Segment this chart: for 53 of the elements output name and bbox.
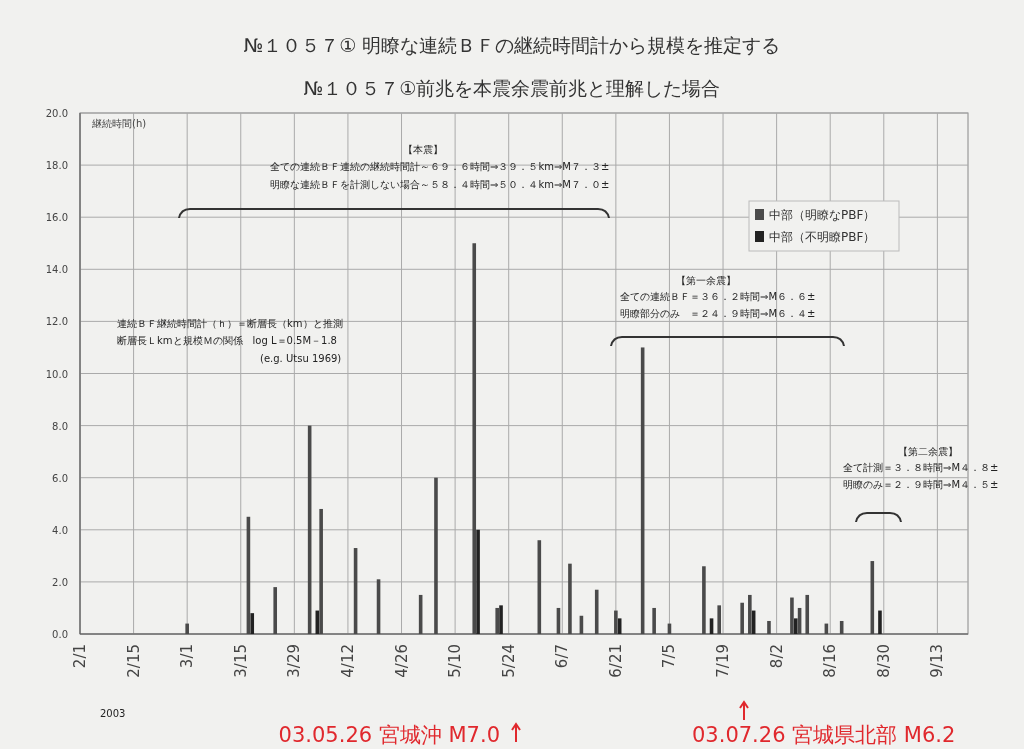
chart-subtitle: №１０５７①前兆を本震余震前兆と理解した場合 bbox=[303, 77, 721, 99]
x-tick-label: 3/15 bbox=[231, 644, 250, 678]
text: 03.07.26 宮城県北部 M6.2 bbox=[692, 723, 956, 747]
y-tick-label: 20.0 bbox=[45, 108, 68, 119]
x-tick-label: 7/19 bbox=[714, 644, 733, 678]
annotation: 全ての連続ＢＦ＝３６．２時間⇒M６．６± bbox=[620, 291, 816, 302]
y-tick-label: 2.0 bbox=[52, 576, 68, 588]
x-tick-label: 5/24 bbox=[499, 644, 518, 678]
annotation: 全ての連続ＢＦ連続の継続時間計～６９．６時間⇒３９．５km⇒M７．３± bbox=[270, 161, 610, 172]
bar bbox=[476, 529, 480, 634]
x-tick-label: 7/5 bbox=[660, 644, 679, 669]
x-tick-label: 6/21 bbox=[606, 644, 625, 678]
x-tick-label: 8/16 bbox=[821, 644, 840, 678]
y-tick-label: 10.0 bbox=[45, 368, 68, 380]
chart-title: №１０５７① 明瞭な連続ＢＦの継続時間計から規模を推定する bbox=[243, 34, 781, 56]
y-tick-label: 18.0 bbox=[45, 160, 68, 172]
y-tick-label: 0.0 bbox=[52, 629, 68, 640]
x-tick-label: 5/10 bbox=[446, 644, 465, 678]
x-tick-label: 9/13 bbox=[928, 644, 947, 678]
x-tick-label: 4/12 bbox=[338, 644, 357, 678]
x-tick-label: 8/2 bbox=[767, 644, 786, 669]
legend-label: 中部（不明瞭PBF） bbox=[769, 230, 876, 244]
annotation: 全て計測＝３．８時間⇒M４．８± bbox=[843, 462, 999, 473]
annotation: 【本震】 bbox=[403, 144, 443, 155]
annotation: 明瞭のみ＝２．９時間⇒M４．５± bbox=[843, 479, 999, 490]
x-tick-label: 4/26 bbox=[392, 644, 411, 678]
x-tick-label: 3/1 bbox=[178, 644, 197, 669]
y-tick-label: 16.0 bbox=[45, 212, 68, 224]
x-tick-label: 6/7 bbox=[553, 644, 572, 669]
bar bbox=[499, 605, 503, 634]
annotation: 明瞭部分のみ ＝２４．９時間⇒M６．４± bbox=[620, 308, 816, 319]
text: 03.05.26 宮城沖 M7.0 bbox=[278, 723, 500, 747]
y-tick-label: 4.0 bbox=[52, 524, 68, 536]
bar bbox=[250, 613, 255, 634]
annotation: 連続ＢＦ継続時間計（ｈ）＝断層長（km）と推測 bbox=[117, 318, 343, 329]
y-tick-label: 12.0 bbox=[45, 316, 68, 328]
bar bbox=[793, 618, 798, 634]
annotation: 明瞭な連続ＢＦを計測しない場合～５８．４時間⇒５０．４km⇒M７．０± bbox=[270, 179, 610, 190]
x-tick-label: 3/29 bbox=[285, 644, 304, 678]
y-tick-label: 6.0 bbox=[52, 472, 68, 484]
annotation: 【第二余震】 bbox=[898, 446, 958, 457]
x-tick-label: 2/15 bbox=[124, 644, 143, 678]
y-tick-label: 14.0 bbox=[45, 264, 68, 276]
x-tick-label: 2/1 bbox=[71, 644, 89, 669]
bar bbox=[878, 610, 882, 634]
x-tick-label: 8/30 bbox=[874, 644, 893, 678]
annotation: (e.g. Utsu 1969) bbox=[260, 353, 342, 364]
annotation: 【第一余震】 bbox=[676, 275, 736, 286]
annotation: 断層長Ｌkmと規模Ｍの関係 log L＝0.5M－1.8 bbox=[117, 335, 337, 346]
y-tick-label: 8.0 bbox=[52, 420, 68, 432]
legend-label: 中部（明瞭なPBF） bbox=[769, 208, 876, 222]
y-axis-title: 継続時間(h) bbox=[91, 118, 147, 129]
text: 2003 bbox=[100, 708, 126, 719]
